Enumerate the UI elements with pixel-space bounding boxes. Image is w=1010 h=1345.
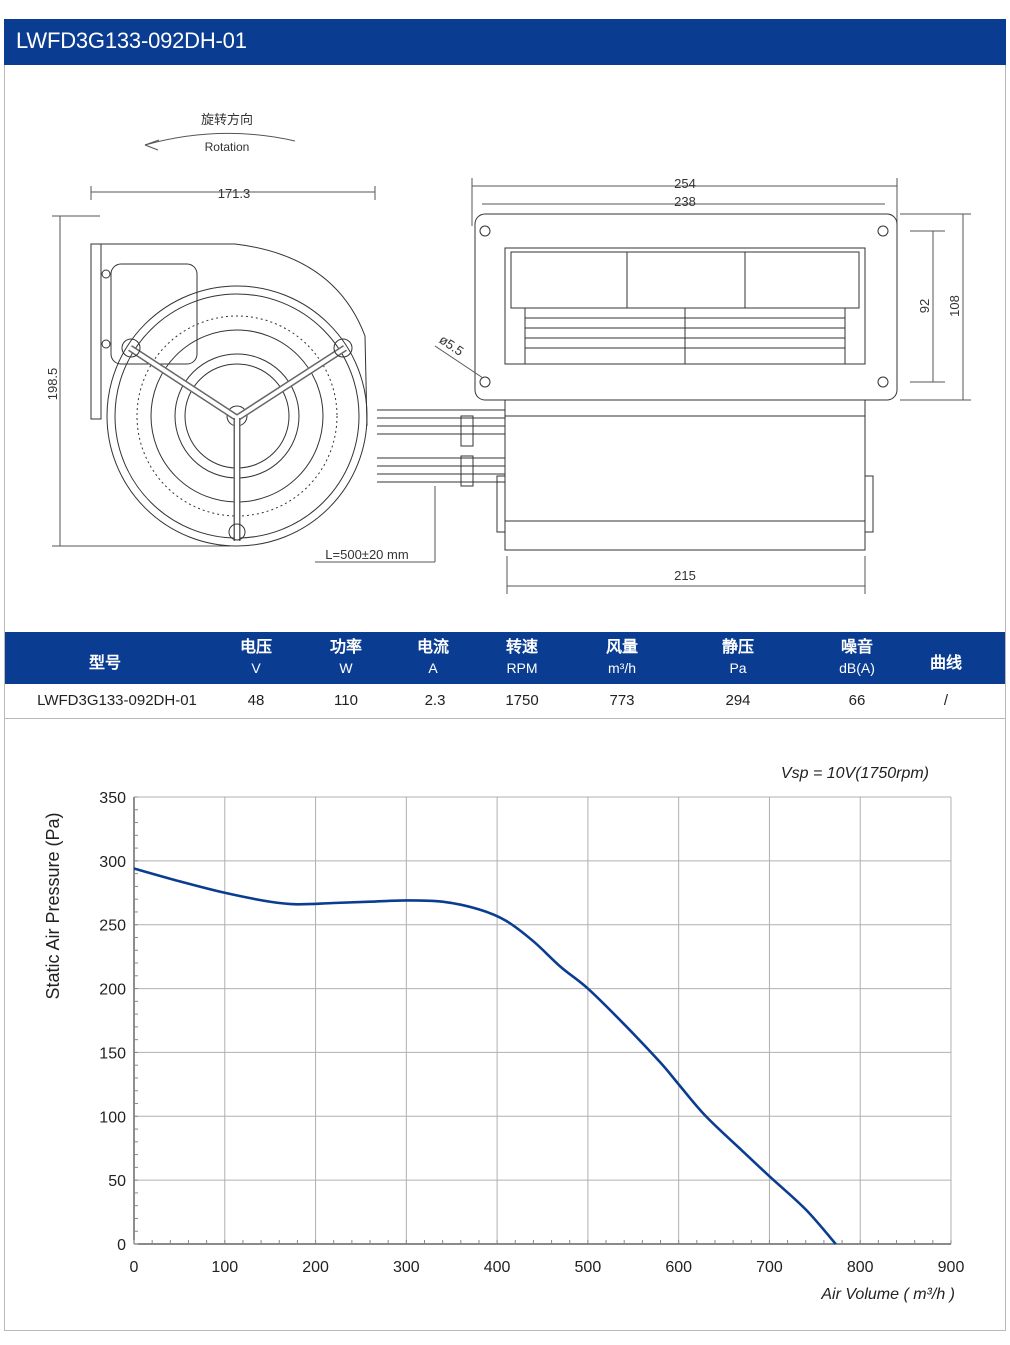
- x-tick-label: 200: [302, 1259, 329, 1276]
- y-tick-label: 50: [108, 1173, 126, 1190]
- y-axis-label: Static Air Pressure (Pa): [43, 812, 63, 999]
- spec-table-header: 型号 电压 V 功率 W 电流 A 转速 RPM 风量 m³/h 静压 Pa 噪音 dB(A)…: [5, 632, 1005, 684]
- pressure-curve: [133, 867, 837, 1245]
- x-tick-label: 0: [130, 1259, 139, 1276]
- x-tick-label: 900: [938, 1259, 965, 1276]
- chart-annotation: Vsp = 10V(1750rpm): [781, 765, 929, 782]
- x-tick-label: 600: [665, 1259, 692, 1276]
- rotation-arrow: [144, 132, 296, 146]
- y-tick-label: 150: [99, 1045, 126, 1062]
- y-tick-label: 100: [99, 1109, 126, 1126]
- cell-noise: 66: [848, 692, 866, 709]
- x-tick-label: 300: [393, 1259, 420, 1276]
- title-bar: LWFD3G133-092DH-01: [4, 19, 1006, 65]
- rotation-label-en: Rotation: [205, 140, 250, 154]
- dim-hole-diameter: ø5.5: [437, 332, 467, 359]
- spec-table-row: LWFD3G133-092DH-01 48 110 2.3 1750 773 2…: [5, 684, 1005, 719]
- x-tick-label: 700: [756, 1259, 783, 1276]
- technical-drawing: 旋转方向 Rotation 171.3 198.5 254 238 92 108…: [5, 66, 1005, 632]
- dim-total-height: 108: [947, 295, 962, 317]
- header-curve: 曲线: [929, 655, 962, 672]
- cell-power: 110: [334, 692, 358, 709]
- dim-hole-height: 92: [917, 299, 932, 313]
- cell-current: 2.3: [424, 692, 446, 709]
- header-pressure: 静压 Pa: [721, 639, 754, 676]
- header-power: 功率 W: [329, 639, 362, 676]
- dim-front-height: 198.5: [45, 368, 60, 401]
- header-speed: 转速 RPM: [505, 639, 538, 676]
- cell-pressure: 294: [725, 692, 751, 709]
- dim-cable-length: L=500±20 mm: [325, 547, 408, 562]
- header-noise: 噪音 dB(A): [839, 639, 875, 676]
- dim-front-width: 171.3: [218, 186, 251, 201]
- chart-ticks: 0 100 200 300 400 500 600 700 800 900 0 50 100 150 200…: [99, 790, 964, 1276]
- y-tick-label: 350: [99, 790, 126, 807]
- y-tick-label: 0: [117, 1237, 126, 1254]
- cell-airflow: 773: [609, 692, 635, 709]
- x-tick-label: 400: [484, 1259, 511, 1276]
- dim-body-width: 215: [674, 568, 696, 583]
- y-tick-label: 250: [99, 918, 126, 935]
- y-tick-label: 300: [99, 854, 126, 871]
- header-airflow: 风量 m³/h: [605, 639, 638, 676]
- cell-model: LWFD3G133-092DH-01: [37, 692, 197, 709]
- performance-chart: 0 100 200 300 400 500 600 700 800 900 0 50 100 150 200…: [5, 720, 1005, 1330]
- cell-curve: /: [943, 692, 949, 709]
- x-tick-label: 100: [211, 1259, 238, 1276]
- x-tick-label: 800: [847, 1259, 874, 1276]
- x-tick-label: 500: [575, 1259, 602, 1276]
- chart-grid: [133, 796, 952, 1245]
- drawing-svg: 旋转方向 Rotation 171.3 198.5 254 238 92 108…: [45, 112, 971, 594]
- dim-hole-width: 238: [674, 194, 696, 209]
- rotation-label-zh: 旋转方向: [201, 112, 253, 127]
- chart-svg: 0 100 200 300 400 500 600 700 800 900 0 50 100 150 200…: [43, 765, 964, 1303]
- product-title: LWFD3G133-092DH-01: [16, 28, 247, 53]
- header-voltage: 电压 V: [239, 639, 272, 676]
- x-axis-label: Air Volume ( m³/h ): [820, 1286, 955, 1303]
- cell-voltage: 48: [247, 692, 265, 709]
- y-tick-label: 200: [99, 982, 126, 999]
- cell-speed: 1750: [505, 692, 539, 709]
- header-current: 电流 A: [416, 639, 449, 676]
- dim-total-width: 254: [674, 176, 696, 191]
- header-model: 型号: [88, 655, 121, 672]
